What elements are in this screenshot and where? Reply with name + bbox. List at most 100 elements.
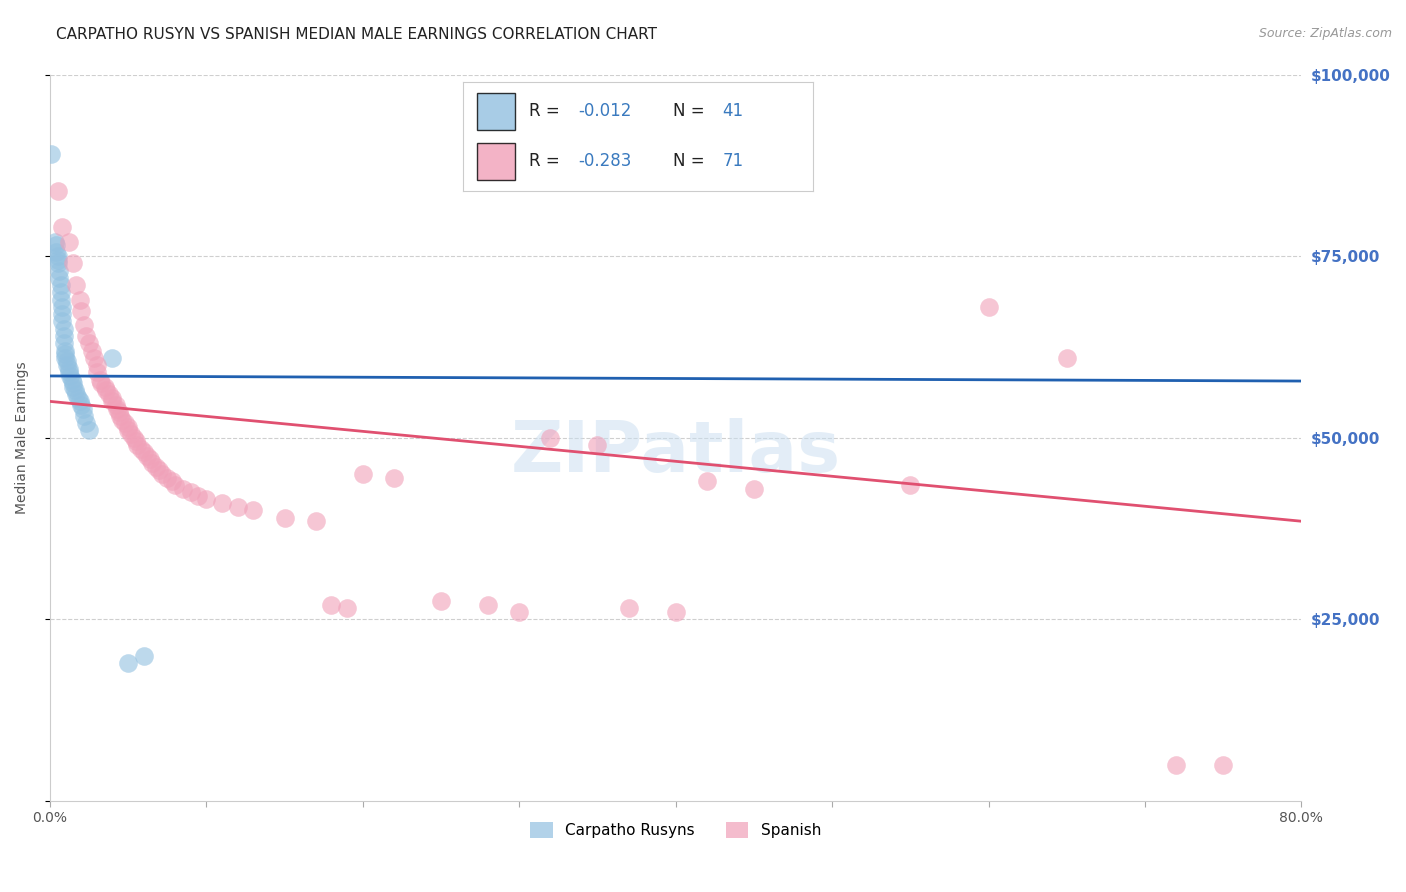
Point: [273, 510, 295, 524]
Point: [66, 391, 89, 405]
Point: [163, 478, 186, 492]
Text: ZIPatlas: ZIPatlas: [510, 417, 841, 487]
Point: [58, 361, 80, 376]
Point: [75, 329, 97, 343]
Point: [48, 271, 70, 285]
Point: [129, 442, 152, 456]
Point: [62, 256, 84, 270]
Point: [111, 412, 134, 426]
Point: [117, 424, 139, 438]
Point: [52, 336, 75, 351]
Point: [321, 598, 343, 612]
Point: [152, 467, 174, 481]
Point: [77, 336, 100, 351]
Point: [160, 475, 183, 489]
Point: [120, 427, 142, 442]
Point: [117, 656, 139, 670]
Text: CARPATHO RUSYN VS SPANISH MEDIAN MALE EARNINGS CORRELATION CHART: CARPATHO RUSYN VS SPANISH MEDIAN MALE EA…: [56, 27, 657, 42]
Point: [59, 368, 82, 383]
Point: [352, 467, 374, 481]
Point: [51, 220, 73, 235]
Point: [49, 278, 72, 293]
Point: [73, 409, 96, 423]
Point: [977, 300, 1000, 314]
Point: [382, 470, 405, 484]
Point: [1212, 757, 1234, 772]
Point: [124, 431, 146, 445]
Point: [46, 249, 69, 263]
Point: [226, 500, 249, 514]
Point: [93, 380, 115, 394]
Point: [89, 373, 111, 387]
Point: [55, 343, 77, 358]
Point: [55, 347, 77, 361]
Point: [51, 314, 73, 328]
Point: [172, 482, 194, 496]
Point: [73, 318, 96, 332]
Point: [55, 351, 77, 365]
Point: [58, 235, 80, 249]
Point: [187, 489, 209, 503]
Point: [46, 256, 69, 270]
Point: [665, 605, 688, 619]
Point: [508, 605, 530, 619]
Text: Source: ZipAtlas.com: Source: ZipAtlas.com: [1258, 27, 1392, 40]
Point: [145, 459, 167, 474]
Point: [195, 492, 218, 507]
Point: [90, 376, 112, 391]
Point: [1056, 351, 1078, 365]
Legend: Carpatho Rusyns, Spanish: Carpatho Rusyns, Spanish: [524, 816, 827, 844]
Point: [86, 358, 108, 372]
Point: [80, 343, 103, 358]
Point: [51, 307, 73, 321]
Y-axis label: Median Male Earnings: Median Male Earnings: [15, 361, 30, 514]
Point: [117, 419, 139, 434]
Point: [69, 293, 91, 307]
Point: [75, 416, 97, 430]
Point: [141, 456, 163, 470]
Point: [139, 452, 162, 467]
Point: [62, 376, 84, 391]
Point: [46, 252, 69, 267]
Point: [49, 285, 72, 300]
Point: [742, 482, 765, 496]
Point: [336, 601, 359, 615]
Point: [132, 445, 155, 459]
Point: [72, 401, 94, 416]
Point: [107, 405, 129, 419]
Point: [70, 398, 93, 412]
Point: [60, 373, 83, 387]
Point: [48, 263, 70, 277]
Point: [180, 485, 202, 500]
Point: [51, 300, 73, 314]
Point: [58, 365, 80, 379]
Point: [127, 438, 149, 452]
Point: [101, 391, 124, 405]
Point: [96, 384, 118, 398]
Point: [156, 470, 179, 484]
Point: [83, 351, 105, 365]
Point: [62, 380, 84, 394]
Point: [46, 184, 69, 198]
Point: [696, 475, 718, 489]
Point: [110, 409, 132, 423]
Point: [65, 387, 87, 401]
Point: [105, 401, 128, 416]
Point: [45, 238, 67, 252]
Point: [44, 235, 66, 249]
Point: [104, 398, 127, 412]
Point: [77, 424, 100, 438]
Point: [114, 416, 136, 430]
Point: [211, 496, 233, 510]
Point: [101, 394, 124, 409]
Point: [86, 365, 108, 379]
Point: [430, 594, 453, 608]
Point: [898, 478, 921, 492]
Point: [540, 431, 562, 445]
Point: [132, 648, 155, 663]
Point: [49, 293, 72, 307]
Point: [586, 438, 609, 452]
Point: [617, 601, 640, 615]
Point: [70, 303, 93, 318]
Point: [148, 463, 170, 477]
